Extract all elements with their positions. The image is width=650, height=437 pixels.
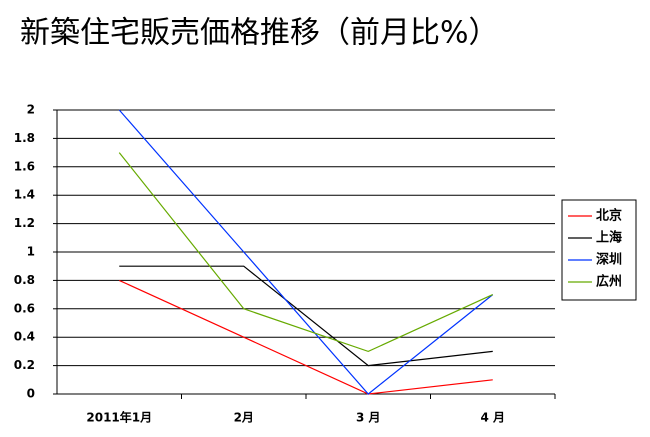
- legend-label: 北京: [596, 208, 622, 224]
- legend-label: 深圳: [596, 252, 622, 268]
- y-tick-label: 0.4: [14, 330, 35, 344]
- y-tick-label: 1: [27, 245, 35, 259]
- series-line: [118, 109, 494, 395]
- y-tick-label: 2: [27, 103, 35, 117]
- x-tick-label: 3 月: [356, 411, 381, 425]
- legend-label: 上海: [596, 230, 622, 246]
- legend-label: 広州: [596, 274, 622, 290]
- y-tick-label: 0.2: [14, 358, 35, 372]
- y-tick-label: 1.6: [14, 159, 35, 173]
- y-tick-label: 0.8: [14, 273, 35, 287]
- x-tick-label: 2月: [234, 411, 254, 425]
- series-line: [119, 279, 493, 395]
- x-tick-label: 4 月: [480, 411, 505, 425]
- x-tick-label: 2011年1月: [86, 410, 152, 425]
- y-tick-label: 1.4: [14, 188, 35, 202]
- y-tick-label: 1.8: [14, 131, 35, 145]
- series-line: [118, 152, 493, 353]
- y-tick-label: 0.6: [14, 301, 35, 315]
- chart-title: 新築住宅販売価格推移（前月比%）: [20, 16, 499, 51]
- y-tick-label: 1.2: [14, 216, 35, 230]
- legend-box: [561, 199, 637, 301]
- series-line: [119, 265, 493, 367]
- y-tick-label: 0: [27, 387, 35, 401]
